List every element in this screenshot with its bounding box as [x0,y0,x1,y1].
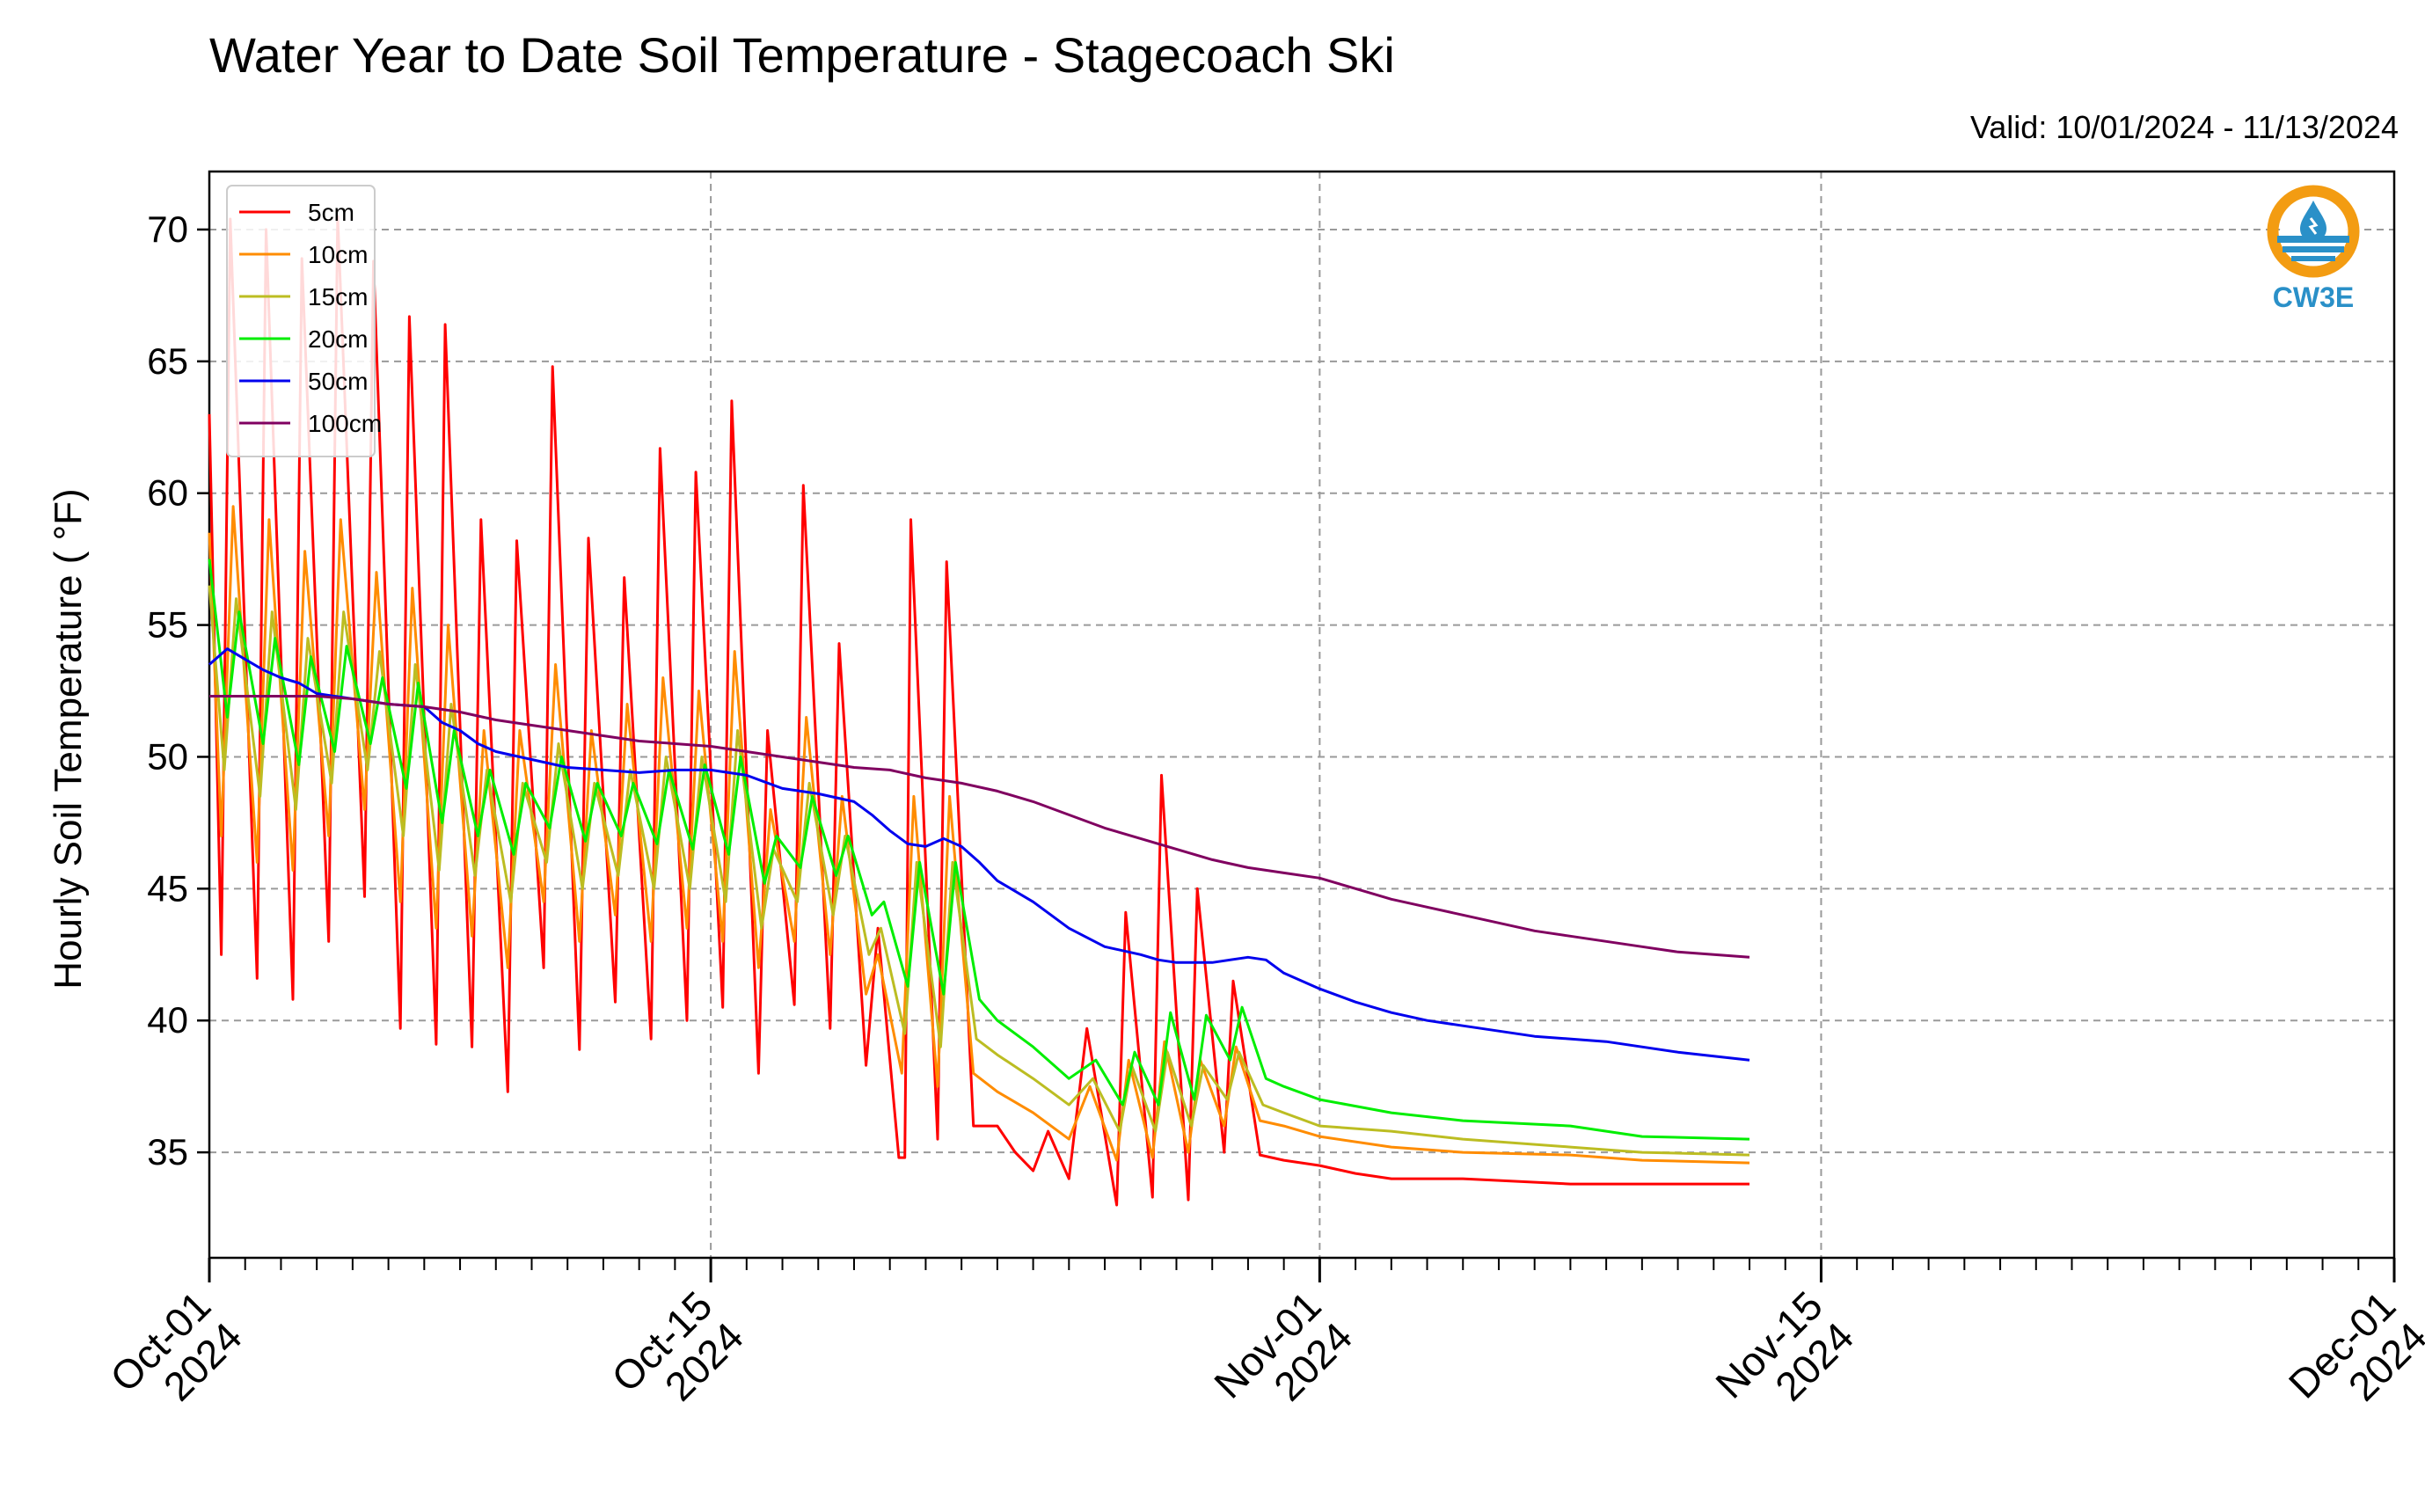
legend-label: 100cm [308,410,382,437]
cw3e-logo-text: CW3E [2272,281,2355,313]
chart-subtitle: Valid: 10/01/2024 - 11/13/2024 [1969,109,2399,145]
y-axis-label: Hourly Soil Temperature ( °F) [47,488,90,989]
y-tick-label: 55 [147,604,188,646]
series-layer [208,215,1750,1207]
y-tick-label: 50 [147,735,188,777]
legend-label: 50cm [308,368,368,395]
series-line-20cm [208,559,1750,1141]
chart-title: Water Year to Date Soil Temperature - St… [209,27,1395,83]
series-line-15cm [208,585,1750,1157]
plot-frame [208,170,2396,1260]
y-tick-label: 35 [147,1131,188,1172]
grid-layer [208,172,2395,1258]
y-tick-label: 40 [147,999,188,1041]
y-tick-label: 65 [147,340,188,382]
series-line-5cm [208,215,1749,1207]
cw3e-logo-icon [2267,185,2360,278]
y-tick-label: 70 [147,208,188,250]
legend-label: 10cm [308,241,368,268]
cw3e-logo: CW3E [2247,183,2379,313]
legend-label: 15cm [308,283,368,310]
legend-label: 5cm [308,199,354,226]
legend-label: 20cm [308,325,368,353]
y-tick-label: 45 [147,867,188,909]
y-tick-label: 60 [147,472,188,514]
legend-layer: 5cm 10cm 15cm 20cm 50cm 100cm [226,185,382,457]
series-line-100cm [209,695,1750,959]
